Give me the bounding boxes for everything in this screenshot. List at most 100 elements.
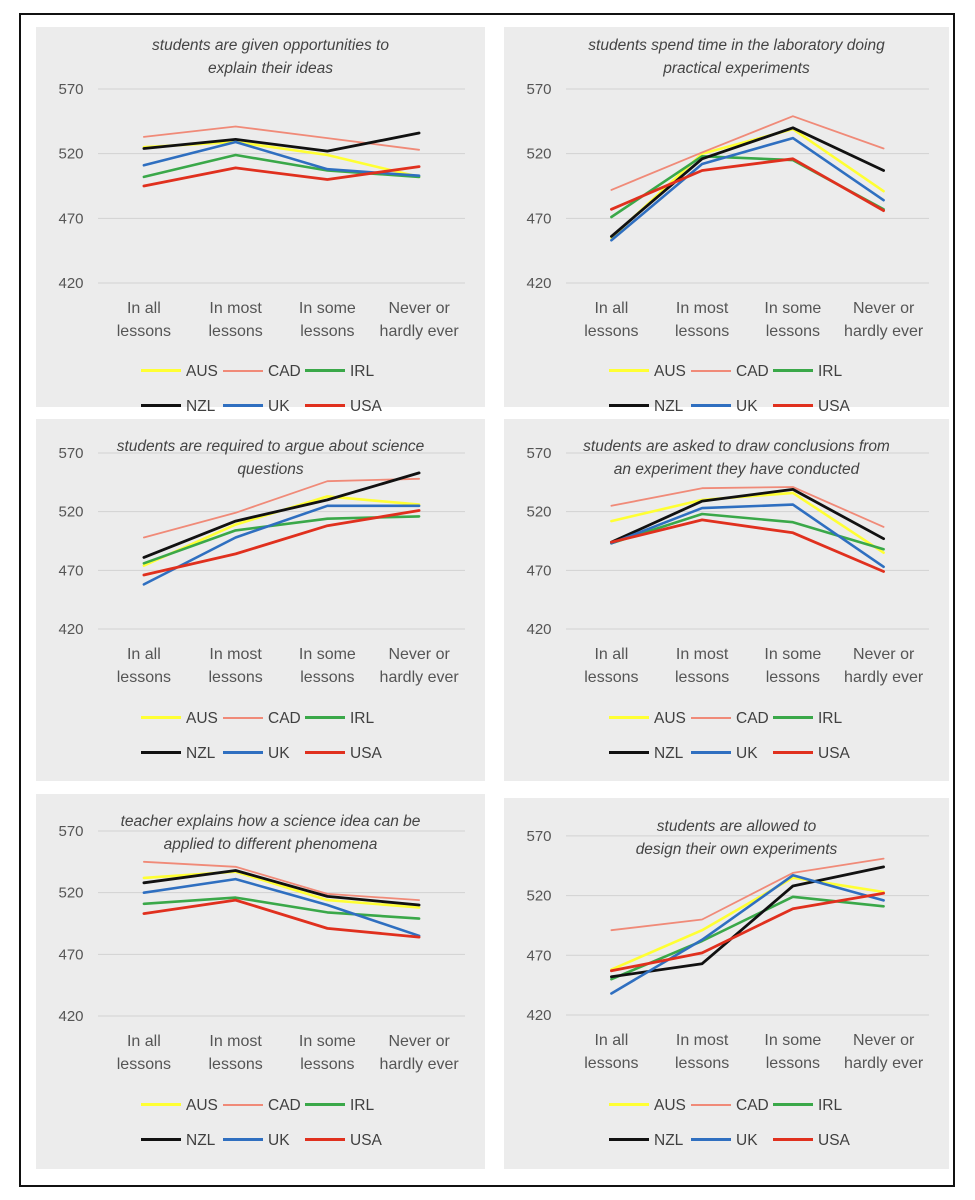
chart-title: students are given opportunities to expla… bbox=[76, 34, 465, 80]
legend-label: USA bbox=[350, 398, 382, 415]
figure-frame bbox=[19, 13, 955, 1187]
x-tick-label: Never or hardly ever bbox=[844, 300, 924, 340]
legend-label: CAD bbox=[736, 363, 769, 380]
y-tick-label: 470 bbox=[526, 210, 551, 227]
legend-swatch bbox=[305, 404, 345, 408]
legend-swatch bbox=[609, 1103, 649, 1107]
series-line-cad bbox=[610, 115, 885, 191]
legend-label: UK bbox=[268, 1132, 290, 1149]
legend-label: IRL bbox=[350, 710, 375, 727]
legend-item-aus: AUS bbox=[141, 363, 218, 381]
legend-swatch bbox=[773, 369, 813, 373]
legend-item-cad: CAD bbox=[223, 1097, 301, 1115]
legend-swatch bbox=[609, 751, 649, 755]
series-line-usa bbox=[142, 509, 421, 577]
series-line-cad bbox=[610, 857, 885, 932]
legend-swatch bbox=[691, 404, 731, 408]
y-tick-label: 470 bbox=[58, 946, 83, 963]
chart-panel-5: 420 470 520 570 In all lessons In most lessons I… bbox=[36, 794, 485, 1169]
chart-title: teacher explains how a science idea can … bbox=[76, 810, 465, 856]
x-tick-label: In all lessons bbox=[117, 646, 171, 686]
legend-item-cad: CAD bbox=[223, 710, 301, 728]
legend-swatch bbox=[223, 716, 263, 719]
legend-label: UK bbox=[736, 745, 758, 762]
x-tick-label: In some lessons bbox=[764, 300, 821, 340]
x-tick-label: In some lessons bbox=[764, 646, 821, 686]
legend-swatch bbox=[223, 1103, 263, 1106]
y-tick-label: 420 bbox=[526, 1007, 551, 1024]
x-tick-label: In most lessons bbox=[675, 300, 729, 340]
legend-swatch bbox=[141, 369, 181, 373]
chart-title-line: students are required to argue about sci… bbox=[116, 438, 425, 455]
series-line-uk bbox=[142, 877, 421, 938]
legend-label: AUS bbox=[186, 710, 218, 727]
legend-label: NZL bbox=[654, 398, 684, 415]
y-tick-label: 520 bbox=[58, 146, 83, 163]
x-tick-label: In most lessons bbox=[209, 646, 263, 686]
series-line-usa bbox=[142, 898, 421, 939]
legend-item-cad: CAD bbox=[691, 363, 769, 381]
legend-label: USA bbox=[350, 745, 382, 762]
legend-label: CAD bbox=[268, 710, 301, 727]
y-tick-label: 470 bbox=[58, 562, 83, 579]
series-line-irl bbox=[610, 895, 885, 981]
series-line-nzl bbox=[142, 869, 421, 907]
legend-item-nzl: NZL bbox=[609, 745, 683, 763]
series-line-uk bbox=[610, 874, 885, 995]
y-tick-label: 420 bbox=[58, 275, 83, 292]
legend-item-irl: IRL bbox=[773, 710, 842, 728]
chart-title-line: teacher explains how a science idea can … bbox=[120, 813, 421, 830]
legend-label: IRL bbox=[818, 710, 843, 727]
legend-label: CAD bbox=[736, 1097, 769, 1114]
legend-item-uk: UK bbox=[691, 1132, 758, 1150]
legend-item-usa: USA bbox=[773, 1132, 850, 1150]
legend-label: NZL bbox=[186, 398, 216, 415]
legend-item-irl: IRL bbox=[305, 1097, 374, 1115]
legend-label: UK bbox=[268, 398, 290, 415]
chart-title-line: questions bbox=[237, 461, 304, 478]
legend-label: NZL bbox=[186, 745, 216, 762]
y-tick-label: 520 bbox=[58, 504, 83, 521]
series-line-aus bbox=[610, 127, 885, 239]
legend-swatch bbox=[773, 716, 813, 720]
legend-label: NZL bbox=[654, 745, 684, 762]
legend-swatch bbox=[223, 404, 263, 408]
legend-item-nzl: NZL bbox=[141, 1132, 215, 1150]
series-line-cad bbox=[143, 125, 421, 151]
chart-title-line: practical experiments bbox=[663, 60, 810, 77]
legend-item-uk: UK bbox=[223, 398, 290, 416]
chart-plot: 420 470 520 570 In all lessons In most lessons I… bbox=[526, 445, 929, 686]
legend-item-nzl: NZL bbox=[141, 745, 215, 763]
legend-label: IRL bbox=[350, 363, 375, 380]
legend-swatch bbox=[305, 1138, 345, 1142]
chart-plot: 420 470 520 570 In all lessons In most lessons I… bbox=[58, 823, 465, 1073]
series-line-nzl bbox=[610, 126, 886, 238]
series-line-aus bbox=[142, 870, 421, 909]
legend-swatch bbox=[141, 404, 181, 408]
legend-swatch bbox=[141, 751, 181, 755]
chart-title-line: explain their ideas bbox=[208, 60, 333, 77]
x-tick-label: In most lessons bbox=[209, 1033, 263, 1073]
legend-label: USA bbox=[818, 398, 850, 415]
chart-title: students are allowed to design their own … bbox=[544, 815, 929, 861]
legend-item-cad: CAD bbox=[691, 710, 769, 728]
series-line-uk bbox=[142, 504, 421, 586]
legend-item-usa: USA bbox=[773, 398, 850, 416]
series-line-usa bbox=[142, 165, 421, 188]
y-tick-label: 570 bbox=[58, 81, 83, 98]
legend-swatch bbox=[141, 1103, 181, 1107]
x-tick-label: In some lessons bbox=[299, 300, 356, 340]
x-tick-label: In all lessons bbox=[584, 1032, 638, 1072]
chart-panel-1: 420 470 520 570 In all lessons In most lessons I… bbox=[36, 27, 485, 415]
legend-label: USA bbox=[818, 745, 850, 762]
legend-item-uk: UK bbox=[691, 745, 758, 763]
series-line-uk bbox=[610, 503, 885, 569]
x-tick-label: Never or hardly ever bbox=[380, 646, 460, 686]
chart-plot: 420 470 520 570 In all lessons In most lessons I… bbox=[58, 445, 465, 686]
series-line-cad bbox=[143, 860, 421, 901]
legend-item-usa: USA bbox=[305, 398, 382, 416]
legend-swatch bbox=[609, 716, 649, 720]
legend-item-irl: IRL bbox=[305, 363, 374, 381]
legend-swatch bbox=[691, 716, 731, 719]
legend-item-aus: AUS bbox=[609, 1097, 686, 1115]
